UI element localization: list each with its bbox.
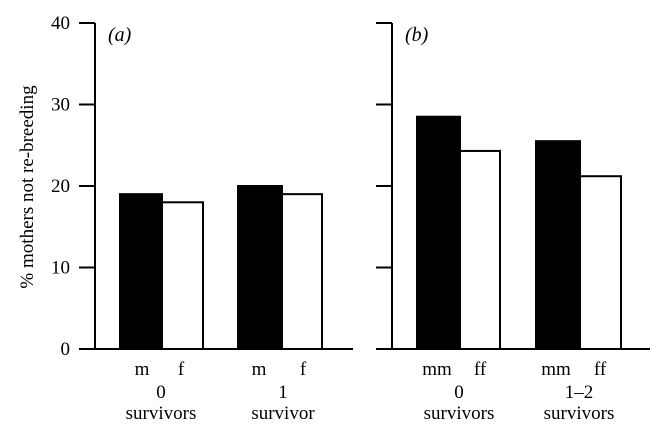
panel-label: (a) [108,24,132,46]
category-label: mm [541,359,571,380]
group-label-line1: 0 [156,382,166,403]
panel-label: (b) [405,24,429,46]
group-label-line2: survivors [544,403,615,424]
group-label-line2: survivors [424,403,495,424]
y-axis-label: % mothers not re-breeding [17,85,38,289]
category-label: mm [422,359,452,380]
group-label-line1: 1–2 [565,382,594,403]
bar [535,140,581,350]
y-tick-label: 40 [51,13,70,34]
bar [281,193,323,350]
category-label: f [300,359,307,380]
category-label: f [178,359,185,380]
category-label: m [135,359,150,380]
bar [119,193,163,350]
category-label: ff [594,359,607,380]
bar [579,175,622,350]
group-label-line1: 1 [278,382,288,403]
category-label: ff [474,359,487,380]
y-tick-label: 20 [51,176,70,197]
group-label-line1: 0 [454,382,464,403]
group-label-line2: survivors [126,403,197,424]
bar [237,185,283,350]
bar [416,115,461,350]
bar [459,149,501,350]
y-tick-label: 30 [51,95,70,116]
bar [161,201,204,350]
y-tick-label: 10 [51,258,70,279]
group-label-line2: survivor [251,403,315,424]
category-label: m [252,359,267,380]
y-tick-label: 0 [61,339,71,360]
